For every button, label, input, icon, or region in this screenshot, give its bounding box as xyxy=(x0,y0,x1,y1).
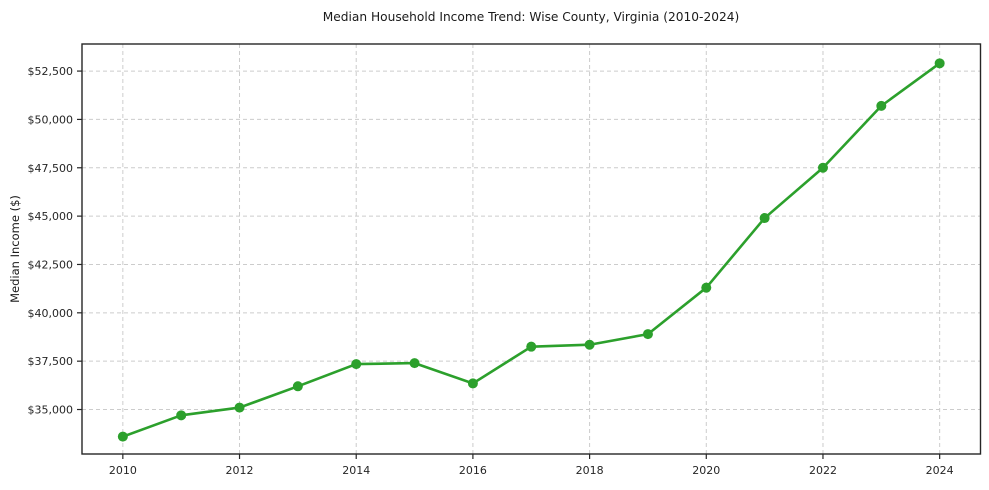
data-point-2017 xyxy=(526,341,537,352)
data-point-2018 xyxy=(584,339,595,350)
data-point-2013 xyxy=(292,381,303,392)
data-point-2014 xyxy=(351,359,362,370)
data-point-2024 xyxy=(934,58,945,69)
gridlines xyxy=(82,44,981,454)
y-tick-label: $37,500 xyxy=(28,355,74,368)
y-tick-label: $45,000 xyxy=(28,210,74,223)
data-series xyxy=(117,58,945,442)
data-point-2010 xyxy=(117,431,128,442)
y-tick-label: $35,000 xyxy=(28,404,74,417)
data-point-2020 xyxy=(701,282,712,293)
x-tick-label: 2022 xyxy=(809,464,837,477)
data-point-2022 xyxy=(817,162,828,173)
y-tick-label: $52,500 xyxy=(28,65,74,78)
data-point-2019 xyxy=(642,329,653,340)
data-point-2015 xyxy=(409,358,420,369)
data-point-2016 xyxy=(467,378,478,389)
chart-title: Median Household Income Trend: Wise Coun… xyxy=(323,10,739,24)
y-tick-label: $50,000 xyxy=(28,113,74,126)
axes: $35,000 $37,500 $40,000 $42,500 $45,000 $47,5… xyxy=(28,43,982,477)
y-tick-label: $42,500 xyxy=(28,258,74,271)
x-tick-label: 2018 xyxy=(576,464,604,477)
data-point-2012 xyxy=(234,402,245,413)
data-point-2023 xyxy=(876,100,887,111)
x-tick-label: 2014 xyxy=(342,464,370,477)
data-point-2021 xyxy=(759,213,770,224)
x-tick-label: 2016 xyxy=(459,464,487,477)
x-tick-label: 2020 xyxy=(692,464,720,477)
x-tick-label: 2024 xyxy=(926,464,954,477)
y-tick-label: $47,500 xyxy=(28,162,74,175)
y-axis-label: Median Income ($) xyxy=(8,195,22,303)
x-tick-label: 2012 xyxy=(226,464,254,477)
data-point-2011 xyxy=(176,410,187,421)
x-tick-label: 2010 xyxy=(109,464,137,477)
y-tick-label: $40,000 xyxy=(28,307,74,320)
plot-frame xyxy=(81,43,982,455)
